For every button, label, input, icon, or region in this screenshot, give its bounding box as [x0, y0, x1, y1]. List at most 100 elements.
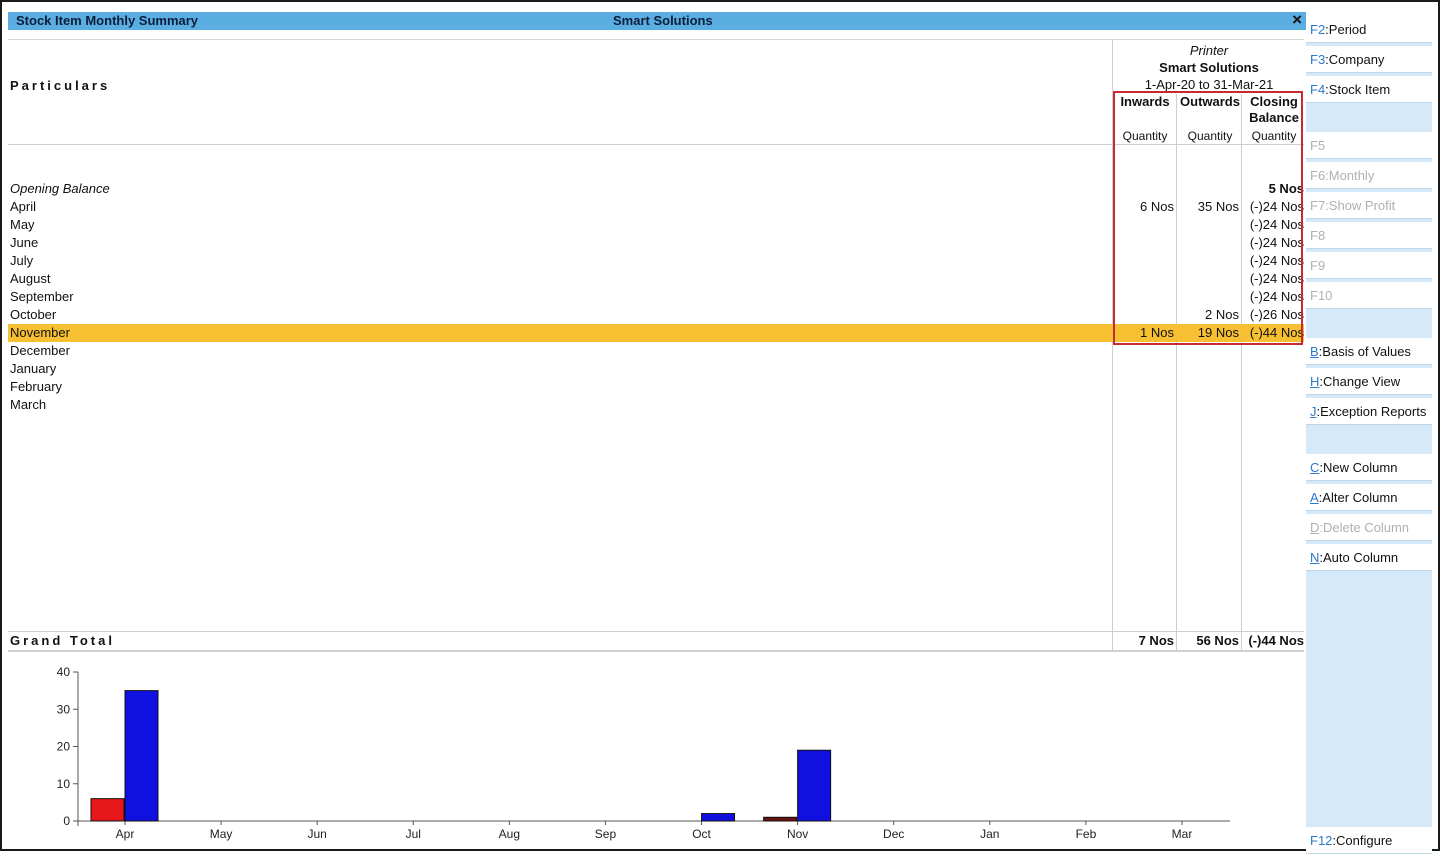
table-row[interactable]: July (-)24 Nos	[8, 252, 1304, 270]
sidebar-button-h[interactable]: H:Change View	[1306, 368, 1432, 395]
x-tick-label: Apr	[116, 827, 135, 841]
table-row[interactable]: April 6 Nos 35 Nos (-)24 Nos	[8, 198, 1304, 216]
y-tick-label: 0	[63, 814, 70, 828]
row-label: November	[10, 325, 70, 340]
x-tick-label: Jul	[406, 827, 421, 841]
row-label: October	[10, 307, 57, 322]
shortcut-separator: :	[1325, 52, 1329, 67]
column-separator	[1112, 40, 1113, 650]
shortcut-key: F4	[1310, 82, 1326, 97]
close-icon[interactable]: ×	[1292, 10, 1302, 29]
opening-balance-row[interactable]: Opening Balance 5 Nos	[8, 180, 1304, 198]
x-tick-label: Oct	[692, 827, 711, 841]
inwards-value: 1 Nos	[1140, 325, 1174, 340]
grand-total-row: Grand Total 7 Nos 56 Nos (-)44 Nos	[8, 630, 1304, 650]
column-group-header: Printer Smart Solutions 1-Apr-20 to 31-M…	[1114, 42, 1304, 93]
sidebar-button-f12[interactable]: F12:Configure	[1306, 827, 1432, 854]
sidebar-button-d[interactable]: D:Delete Column	[1306, 514, 1432, 541]
x-tick-label: Dec	[883, 827, 904, 841]
sidebar-button-c[interactable]: C:New Column	[1306, 454, 1432, 481]
sidebar-button-f9[interactable]: F9	[1306, 252, 1432, 279]
shortcut-key: F5	[1310, 138, 1326, 153]
closing-value: (-)24 Nos	[1249, 199, 1304, 214]
button-label: Monthly	[1328, 168, 1375, 183]
sidebar-button-j[interactable]: J:Exception Reports	[1306, 398, 1432, 425]
y-tick-label: 20	[57, 740, 71, 754]
x-tick-label: Aug	[499, 827, 520, 841]
table-row[interactable]: December	[8, 342, 1304, 360]
y-tick-label: 30	[57, 702, 71, 716]
report-table: Particulars Printer Smart Solutions 1-Ap…	[8, 30, 1306, 652]
outwards-bar	[797, 749, 832, 822]
grand-total-closing: (-)44 Nos	[1248, 633, 1304, 648]
sidebar-button-n[interactable]: N:Auto Column	[1306, 544, 1432, 571]
table-row[interactable]: November 1 Nos 19 Nos (-)44 Nos	[8, 324, 1304, 342]
inwards-bar	[90, 798, 125, 822]
table-row[interactable]: October 2 Nos (-)26 Nos	[8, 306, 1304, 324]
grand-total-label: Grand Total	[10, 633, 115, 648]
header-bottom-divider	[8, 144, 1304, 145]
closing-header-line2: Balance	[1249, 110, 1299, 125]
shortcut-separator: :	[1325, 22, 1329, 37]
sidebar-button-f4[interactable]: F4:Stock Item	[1306, 76, 1432, 103]
total-bottom-divider	[8, 650, 1304, 652]
row-label: March	[10, 397, 47, 412]
sidebar-button-f7[interactable]: F7:Show Profit	[1306, 192, 1432, 219]
sidebar-button-f2[interactable]: F2:Period	[1306, 16, 1432, 43]
inwards-value: 6 Nos	[1140, 199, 1174, 214]
outwards-header: Outwards	[1180, 94, 1240, 109]
outwards-bar	[701, 813, 736, 822]
sidebar-button-a[interactable]: A:Alter Column	[1306, 484, 1432, 511]
closing-value: (-)24 Nos	[1249, 253, 1304, 268]
company-title: Smart Solutions	[613, 13, 713, 28]
table-row[interactable]: January	[8, 360, 1304, 378]
outwards-quantity-label: Quantity	[1187, 129, 1233, 143]
table-row[interactable]: September (-)24 Nos	[8, 288, 1304, 306]
table-row[interactable]: February	[8, 378, 1304, 396]
inwards-quantity-label: Quantity	[1122, 129, 1168, 143]
sidebar-button-f8[interactable]: F8	[1306, 222, 1432, 249]
period-label: 1-Apr-20 to 31-Mar-21	[1144, 77, 1274, 92]
shortcut-key: C	[1310, 460, 1320, 475]
inwards-bar	[763, 816, 798, 822]
sidebar-button-b[interactable]: B:Basis of Values	[1306, 338, 1432, 365]
shortcut-separator: :	[1318, 490, 1323, 505]
x-tick-label: Mar	[1172, 827, 1193, 841]
closing-value: (-)24 Nos	[1249, 289, 1304, 304]
shortcut-separator: :	[1325, 198, 1329, 213]
shortcut-key: B	[1310, 344, 1319, 359]
sidebar-button-f5[interactable]: F5	[1306, 132, 1432, 159]
x-tick-label: Feb	[1076, 827, 1097, 841]
bar-chart: 0 10 20 30 40 Apr May Jun Jul Aug Sep Oct Nov Dec Jan F…	[57, 665, 1230, 841]
table-row[interactable]: June (-)24 Nos	[8, 234, 1304, 252]
sidebar-button-f3[interactable]: F3:Company	[1306, 46, 1432, 73]
total-divider	[8, 631, 1304, 632]
button-label: New Column	[1323, 460, 1398, 475]
report-title: Stock Item Monthly Summary	[16, 13, 199, 28]
row-label: June	[10, 235, 39, 250]
shortcut-separator: :	[1319, 550, 1324, 565]
sidebar-button-f6[interactable]: F6:Monthly	[1306, 162, 1432, 189]
sidebar-button-f10[interactable]: F10	[1306, 282, 1432, 309]
table-row[interactable]: August (-)24 Nos	[8, 270, 1304, 288]
table-row[interactable]: May (-)24 Nos	[8, 216, 1304, 234]
company-name: Smart Solutions	[1159, 60, 1259, 75]
row-label: January	[10, 361, 57, 376]
grand-total-inwards: 7 Nos	[1138, 633, 1174, 648]
shortcut-key: J	[1310, 404, 1317, 419]
button-label: Change View	[1323, 374, 1401, 389]
column-separator	[1241, 94, 1242, 650]
row-label: April	[10, 199, 37, 214]
column-separator	[1176, 94, 1177, 650]
closing-value: (-)26 Nos	[1249, 307, 1304, 322]
table-row[interactable]: March	[8, 396, 1304, 414]
row-label: December	[10, 343, 70, 358]
button-label: Stock Item	[1328, 82, 1391, 97]
button-label: Alter Column	[1322, 490, 1398, 505]
shortcut-separator: :	[1319, 460, 1324, 475]
shortcut-key: A	[1310, 490, 1319, 505]
shortcut-separator: :	[1325, 82, 1329, 97]
row-label: February	[10, 379, 63, 394]
row-label: August	[10, 271, 51, 286]
